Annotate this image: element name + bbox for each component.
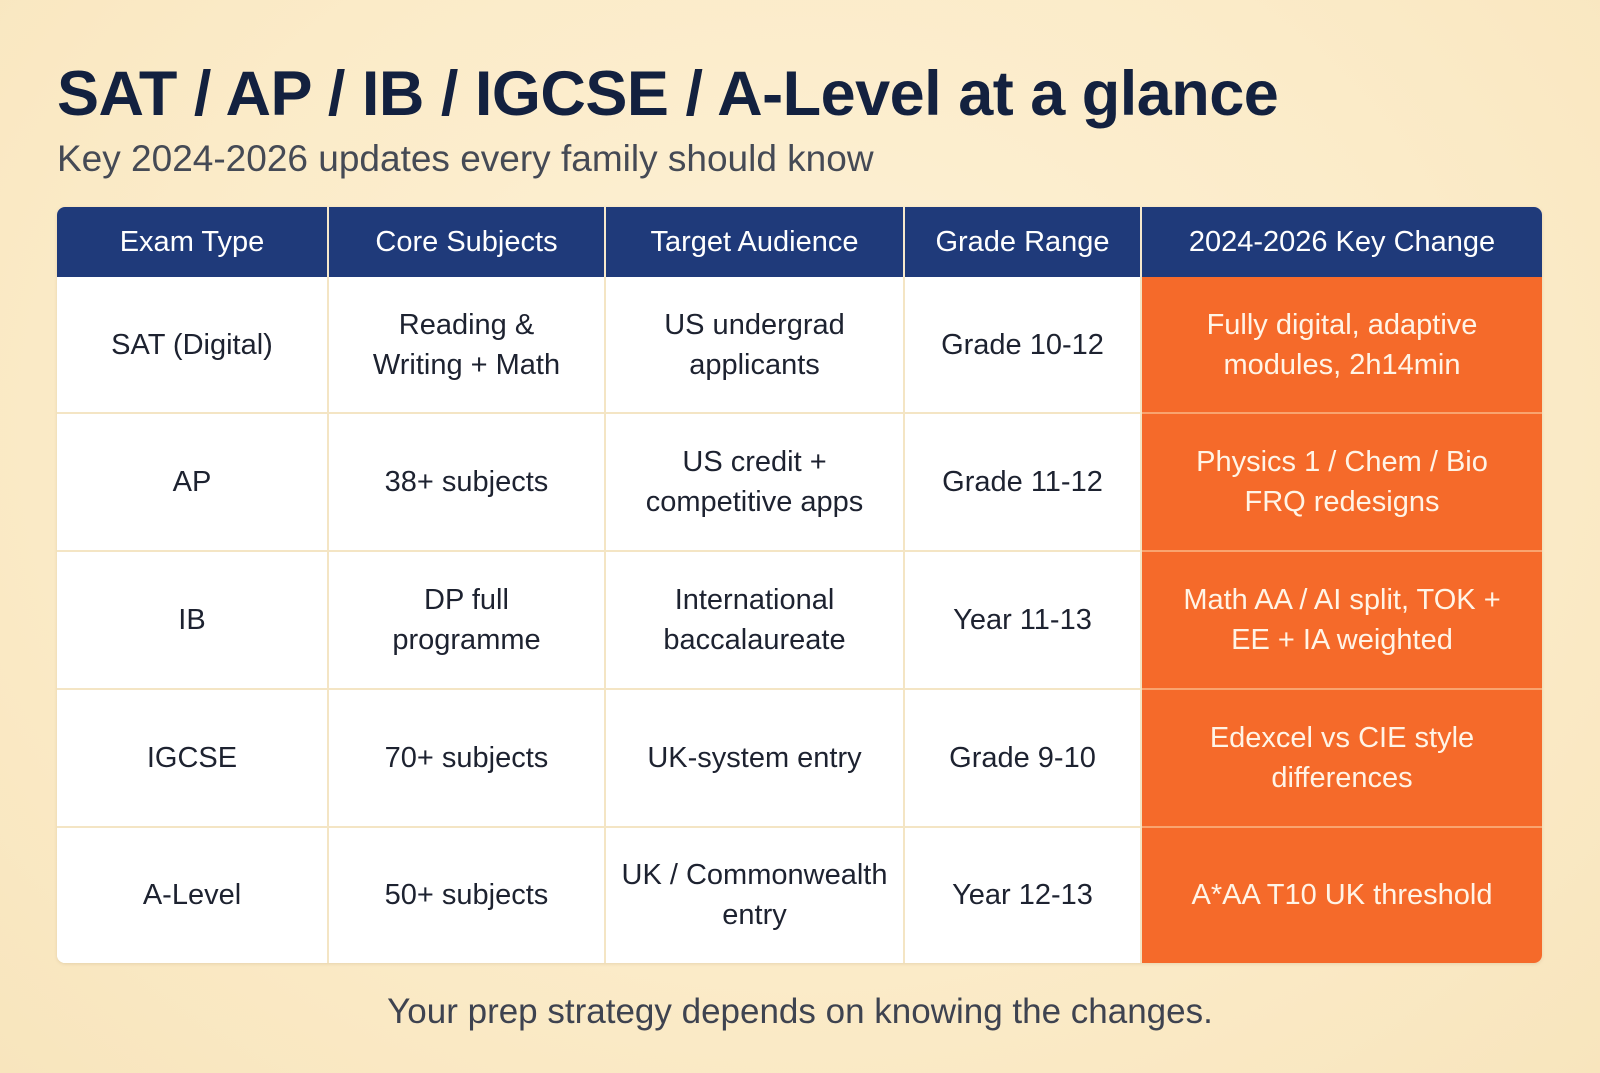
- target-audience-cell: UK / Commonwealth entry: [605, 826, 905, 963]
- core-subjects-text: 50+ subjects: [384, 879, 549, 912]
- grade-range-text: Year 11-13: [953, 603, 1092, 636]
- grade-range-text: Grade 10-12: [941, 328, 1104, 361]
- table-row: SAT (Digital) Reading & Writing + Math U…: [57, 277, 1542, 415]
- exam-comparison-table: Exam Type Core Subjects Target Audience …: [57, 207, 1542, 963]
- target-audience-text: UK / Commonwealth entry: [621, 859, 888, 932]
- core-subjects-text: DP full programme: [392, 583, 541, 656]
- column-header-target-audience: Target Audience: [605, 207, 905, 277]
- exam-type-text: A-Level: [142, 879, 242, 912]
- exam-type-cell: SAT (Digital): [57, 277, 329, 415]
- exam-type-text: SAT (Digital): [111, 328, 273, 361]
- core-subjects-cell: 50+ subjects: [328, 826, 606, 963]
- core-subjects-cell: Reading & Writing + Math: [328, 277, 606, 415]
- key-change-text: Math AA / AI split, TOK + EE + IA weight…: [1183, 583, 1501, 656]
- header-row: Exam Type Core Subjects Target Audience …: [57, 207, 1542, 277]
- target-audience-text: US undergrad applicants: [664, 308, 845, 381]
- core-subjects-text: 38+ subjects: [384, 466, 549, 499]
- grade-range-cell: Grade 10-12: [904, 277, 1142, 415]
- target-audience-text: International baccalaureate: [663, 583, 846, 656]
- key-change-text: Physics 1 / Chem / Bio FRQ redesigns: [1196, 446, 1488, 519]
- exam-type-cell: AP: [57, 413, 329, 553]
- grade-range-text: Grade 9-10: [949, 741, 1096, 774]
- core-subjects-text: 70+ subjects: [384, 741, 549, 774]
- page-subtitle: Key 2024-2026 updates every family shoul…: [57, 138, 874, 179]
- footer-caption: Your prep strategy depends on knowing th…: [387, 992, 1213, 1031]
- core-subjects-cell: 70+ subjects: [328, 688, 606, 828]
- core-subjects-text: Reading & Writing + Math: [372, 308, 561, 381]
- table-row: A-Level 50+ subjects UK / Commonwealth e…: [57, 826, 1542, 963]
- core-subjects-cell: DP full programme: [328, 551, 606, 690]
- table-row: AP 38+ subjects US credit + competitive …: [57, 413, 1542, 553]
- target-audience-cell: US undergrad applicants: [605, 277, 905, 415]
- grade-range-cell: Year 12-13: [904, 826, 1142, 963]
- table-header: Exam Type Core Subjects Target Audience …: [57, 207, 1542, 277]
- target-audience-text: UK-system entry: [647, 741, 862, 774]
- grade-range-cell: Year 11-13: [904, 551, 1142, 690]
- exam-type-text: IGCSE: [146, 741, 238, 774]
- exam-type-cell: IB: [57, 551, 329, 690]
- grade-range-text: Year 12-13: [952, 879, 1093, 912]
- key-change-cell: A*AA T10 UK threshold: [1141, 826, 1542, 963]
- grade-range-cell: Grade 9-10: [904, 688, 1142, 828]
- target-audience-text: US credit + competitive apps: [645, 446, 864, 519]
- core-subjects-cell: 38+ subjects: [328, 413, 606, 553]
- key-change-cell: Physics 1 / Chem / Bio FRQ redesigns: [1141, 413, 1542, 553]
- key-change-text: Edexcel vs CIE style differences: [1209, 721, 1475, 794]
- column-header-core-subjects: Core Subjects: [328, 207, 606, 277]
- target-audience-cell: UK-system entry: [605, 688, 905, 828]
- key-change-text: Fully digital, adaptive modules, 2h14min: [1206, 308, 1478, 381]
- key-change-cell: Fully digital, adaptive modules, 2h14min: [1141, 277, 1542, 415]
- column-header-key-change: 2024-2026 Key Change: [1141, 207, 1542, 277]
- grade-range-cell: Grade 11-12: [904, 413, 1142, 553]
- table-row: IB DP full programme International bacca…: [57, 551, 1542, 690]
- comparison-table-container: Exam Type Core Subjects Target Audience …: [57, 207, 1542, 963]
- table-row: IGCSE 70+ subjects UK-system entry Grade…: [57, 688, 1542, 828]
- exam-type-text: IB: [178, 603, 206, 636]
- table-body: SAT (Digital) Reading & Writing + Math U…: [57, 277, 1542, 963]
- exam-type-cell: A-Level: [57, 826, 329, 963]
- key-change-text: A*AA T10 UK threshold: [1191, 879, 1493, 912]
- column-header-grade-range: Grade Range: [904, 207, 1142, 277]
- key-change-cell: Math AA / AI split, TOK + EE + IA weight…: [1141, 551, 1542, 690]
- grade-range-text: Grade 11-12: [942, 466, 1103, 499]
- column-header-exam-type: Exam Type: [57, 207, 329, 277]
- key-change-cell: Edexcel vs CIE style differences: [1141, 688, 1542, 828]
- target-audience-cell: International baccalaureate: [605, 551, 905, 690]
- target-audience-cell: US credit + competitive apps: [605, 413, 905, 553]
- page-title: SAT / AP / IB / IGCSE / A-Level at a gla…: [57, 59, 1279, 129]
- exam-type-cell: IGCSE: [57, 688, 329, 828]
- exam-type-text: AP: [172, 466, 212, 499]
